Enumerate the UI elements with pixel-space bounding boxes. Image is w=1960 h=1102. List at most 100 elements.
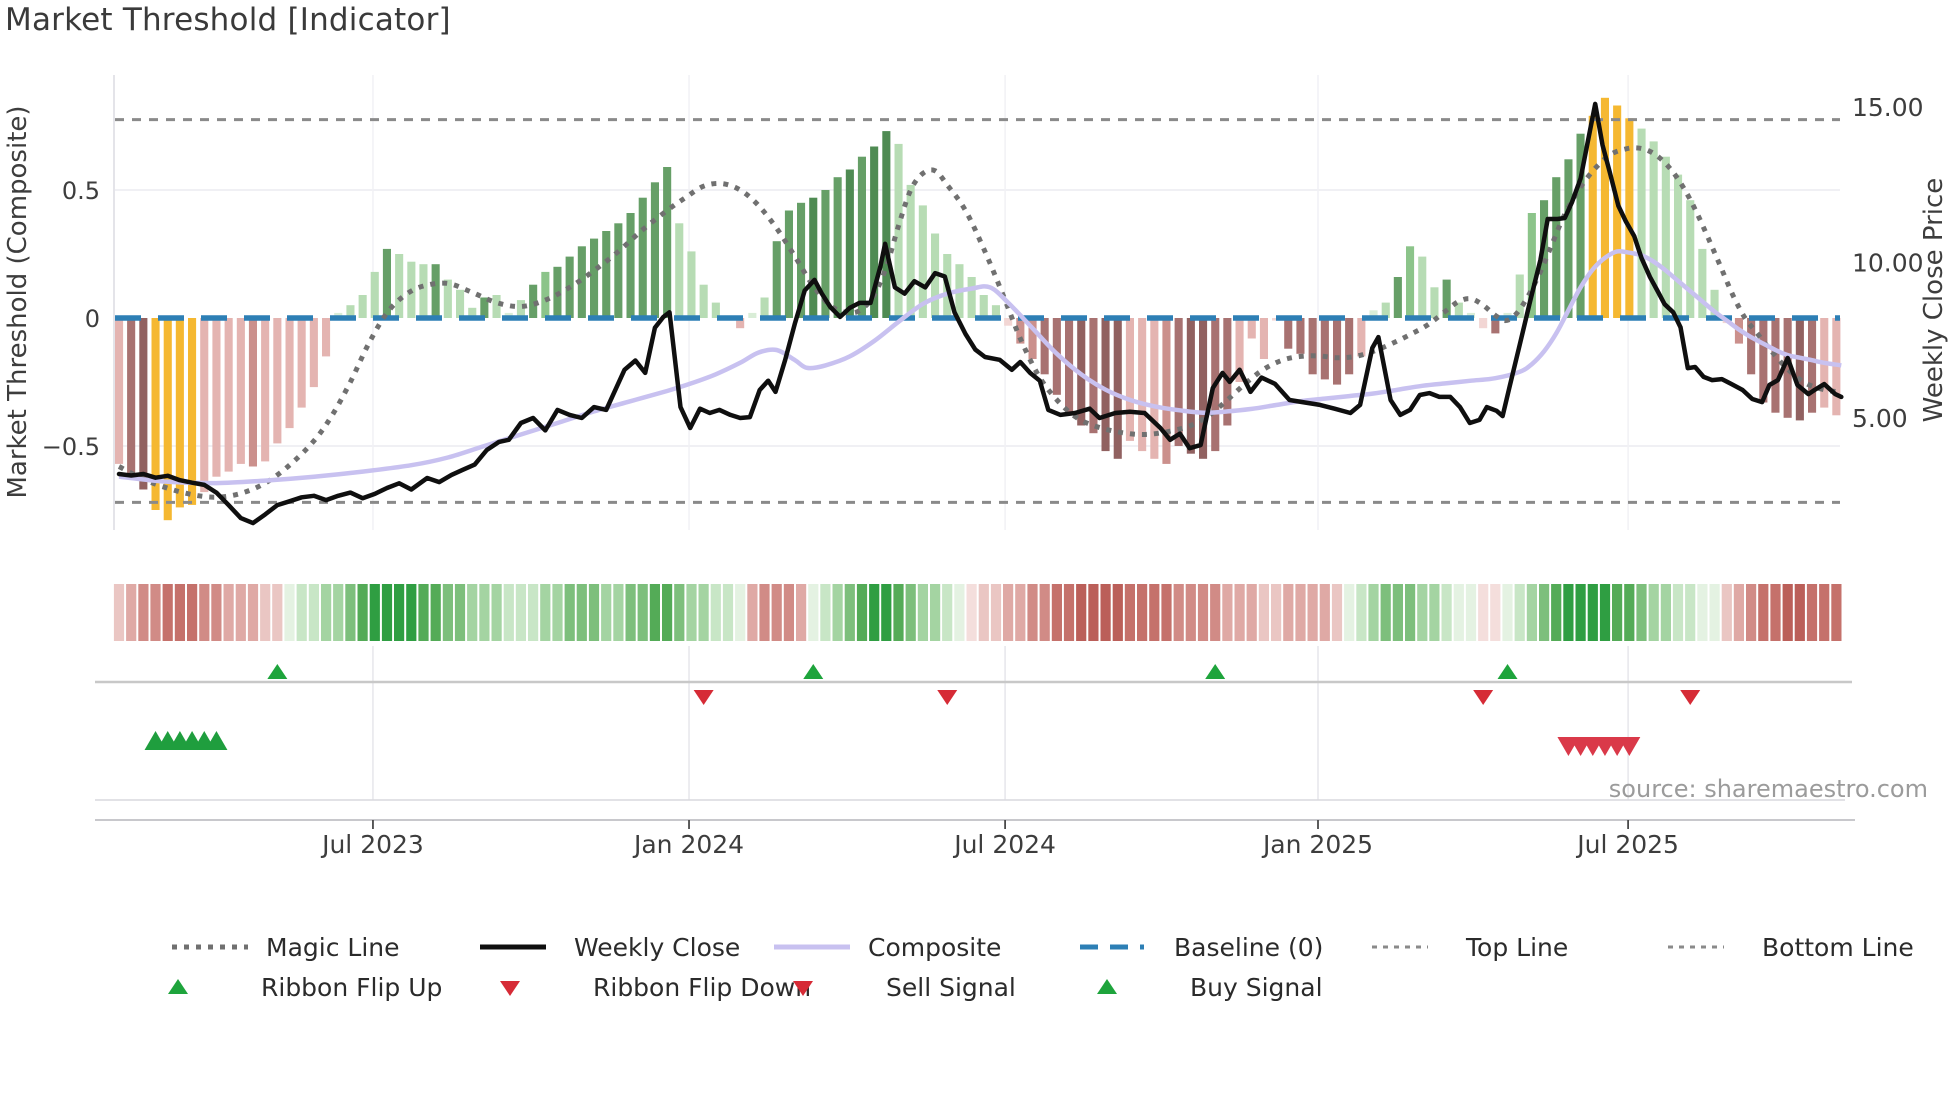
ribbon-cell [869,584,880,641]
ribbon-cell [247,584,259,641]
ribbon-cell [1733,584,1744,641]
x-tick-label: Jan 2025 [1261,830,1373,859]
ribbon-cell [1721,584,1732,641]
legend-item-baseline-0-: Baseline (0) [1078,931,1323,963]
indicator-bar [236,318,245,464]
composite-line [118,248,1842,486]
sell-signal-marker [1618,737,1641,756]
legend-label: Ribbon Flip Down [593,972,812,1002]
ribbon-cell [978,584,989,641]
dashed-line-swatch [1080,944,1144,950]
axis-layer: 0.5 0 −0.5 15.00 10.00 5.00 Jul 2023 Jan 2024 Ju… [42,93,1924,859]
ribbon-cell [333,584,344,641]
ribbon-cell [905,584,916,641]
left-tick-label: −0.5 [42,433,100,461]
ribbon-flip-up-marker [1497,664,1518,679]
indicator-bar [1199,318,1208,459]
ribbon-cell [1063,584,1075,641]
ribbon-cell [1612,584,1623,641]
ribbon-cell [1173,584,1184,641]
ribbon-cell [150,584,161,641]
indicator-bar [492,295,501,318]
indicator-bar [1345,318,1354,375]
indicator-bar [1101,318,1110,452]
ribbon-cell [1112,584,1123,641]
ribbon-cell [820,584,831,641]
indicator-bar [139,318,148,490]
indicator-bar [516,300,525,318]
ribbon-cell [625,584,636,641]
ribbon-cell [637,584,648,641]
indicator-bar [1247,318,1256,339]
ribbon-cell [747,584,758,641]
ribbon-cell [942,584,953,641]
ribbon-cell [1685,584,1696,641]
indicator-bar [1259,318,1268,359]
ribbon-cell [710,584,721,641]
ribbon-cell [381,584,393,641]
indicator-bar [650,182,659,318]
ribbon-cell [1539,584,1550,641]
legend-label: Sell Signal [886,972,1016,1002]
indicator-bar [1040,318,1049,375]
dashed-line-swatch [1668,945,1724,949]
ribbon-cell [394,584,405,641]
indicator-bar [1320,318,1329,380]
indicator-bar [1150,318,1159,459]
ribbon-cell [1100,584,1111,641]
indicator-bar [1138,318,1147,452]
indicator-bar [1162,318,1171,464]
indicator-bar [273,318,282,444]
indicator-bar [1186,318,1195,454]
ribbon-cell [1636,584,1647,641]
indicator-bar [687,251,696,318]
indicator-bar [991,305,1000,318]
ribbon-cell [613,584,624,641]
ribbon-cell [138,584,149,641]
ribbon-cell [308,584,319,641]
ribbon-cell [1039,584,1050,641]
indicator-bar [1783,318,1792,418]
indicator-bar [1089,318,1098,434]
x-tick-label: Jul 2025 [1575,830,1679,859]
indicator-bar [468,307,477,318]
indicator-bar [1576,133,1585,318]
legend-item-composite: Composite [772,931,1001,963]
grid-layer [113,75,1840,800]
ribbon-cell [528,584,539,641]
indicator-bar [188,318,197,505]
indicator-bar [1418,256,1427,318]
ribbon-cell [1429,584,1440,641]
ribbon-cell [1514,584,1525,641]
legend-label: Composite [868,932,1002,962]
buy-signal-marker [205,731,228,750]
indicator-bar [529,284,538,318]
indicator-bar [1661,156,1670,318]
bars-layer [115,97,1841,521]
ribbon-cell [649,584,660,641]
ribbon-cell [467,584,478,641]
ribbon-flip-up-marker [803,664,824,679]
indicator-bar [358,295,367,318]
indicator-bar [1016,318,1025,344]
ribbon-cell [917,584,928,641]
legend-item-ribbon-flip-up: Ribbon Flip Up [165,971,442,1003]
ribbon-cell [1185,584,1196,641]
ribbon-cell [601,584,612,641]
ribbon-cell [1453,584,1464,641]
ribbon-cell [1587,584,1598,641]
legend-label: Bottom Line [1762,932,1914,962]
ribbon-cell [735,584,746,641]
ribbon-cell [174,584,185,641]
indicator-bar [1369,310,1378,318]
ribbon-cell [479,584,490,641]
indicator-bar [346,305,355,318]
ribbon-cell [1210,584,1221,641]
ribbon-cell [491,584,502,641]
ribbon-cell [1051,584,1062,641]
triangle-down-icon [793,981,813,996]
indicator-bar [1430,287,1439,318]
indicator-bar [285,318,294,429]
ribbon-cell [1003,584,1014,641]
ribbon-flip-up-marker [1205,664,1226,679]
